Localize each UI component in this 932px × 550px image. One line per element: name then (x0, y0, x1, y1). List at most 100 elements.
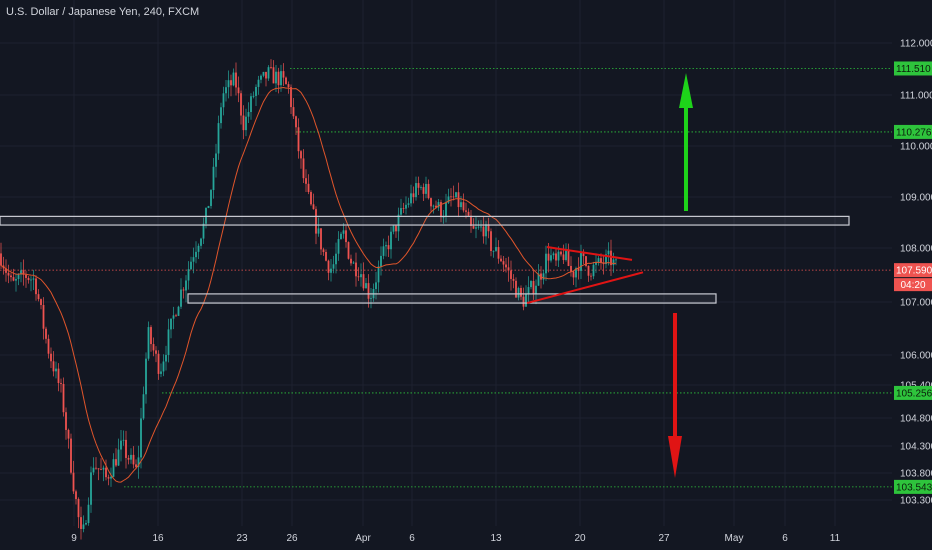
candle-body (82, 524, 85, 529)
y-tick-label: 103.800 (900, 469, 932, 480)
candle-body (255, 86, 257, 96)
candle-body (425, 183, 427, 194)
candle-body (355, 262, 357, 277)
candle-body (337, 239, 340, 254)
candle-body (407, 203, 410, 205)
candle-body (155, 350, 157, 354)
candle-body (65, 412, 67, 430)
candle-body (487, 224, 490, 232)
candle-body (67, 429, 70, 439)
candle-body (472, 225, 475, 229)
candle-body (535, 285, 537, 295)
candle-body (360, 274, 362, 278)
candle-body (310, 192, 312, 205)
candle-body (45, 328, 47, 339)
candle-body (547, 253, 550, 261)
candle-body (240, 93, 242, 116)
candle-body (545, 253, 547, 274)
drawings (526, 73, 693, 478)
x-tick-label: 20 (574, 533, 586, 544)
candle-body (32, 278, 35, 280)
arrow-down-head (668, 436, 682, 478)
candle-body (252, 95, 255, 97)
candle-body (500, 258, 502, 262)
candle-body (492, 250, 495, 252)
candle-body (420, 187, 422, 188)
candle-body (142, 394, 145, 419)
candle-body (452, 196, 455, 198)
candle-body (235, 72, 237, 88)
candle-body (55, 368, 57, 372)
candle-body (287, 84, 290, 88)
candle-body (445, 202, 447, 217)
candle-body (412, 193, 415, 198)
x-tick-label: 11 (830, 533, 841, 544)
candle-body (347, 242, 350, 259)
candle-body (52, 361, 55, 372)
candle-body (227, 80, 230, 88)
candle-body (132, 454, 135, 465)
candle-body (167, 329, 170, 355)
candle-body (90, 472, 92, 505)
candle-body (60, 383, 62, 384)
candle-body (567, 249, 570, 266)
candle-body (555, 253, 557, 261)
candle-body (262, 71, 265, 76)
candle-body (297, 127, 300, 152)
candle-body (215, 153, 217, 167)
candle-body (35, 278, 37, 295)
candle-body (210, 190, 212, 206)
candle-body (102, 467, 105, 470)
candle-body (147, 327, 150, 359)
candle-body (382, 246, 385, 256)
candle-body (212, 166, 215, 191)
candle-body (600, 258, 602, 263)
candle-body (130, 454, 132, 460)
candle-body (475, 227, 477, 229)
candle-body (22, 270, 25, 275)
candle-body (460, 202, 462, 208)
candle-body (342, 230, 345, 234)
price-level-label: 107.590 (896, 266, 932, 277)
candle-body (125, 439, 127, 458)
candle-body (450, 196, 452, 198)
candle-body (427, 183, 430, 199)
candle-body (395, 225, 397, 232)
candle-body (152, 344, 155, 351)
candle-body (520, 288, 522, 297)
x-tick-label: 26 (286, 533, 298, 544)
candle-body (530, 281, 532, 288)
candle-body (175, 315, 177, 317)
candle-body (292, 107, 295, 117)
candle-body (170, 318, 172, 330)
candle-body (42, 305, 45, 329)
candle-body (570, 265, 572, 272)
candle-body (20, 270, 22, 275)
candle-body (322, 249, 325, 253)
y-tick-label: 107.000 (900, 298, 932, 309)
candle-body (387, 245, 390, 250)
candle-body (350, 258, 352, 264)
candle-body (592, 264, 595, 277)
candle-body (197, 245, 200, 252)
candle-body (522, 296, 525, 307)
x-tick-label: 27 (658, 533, 670, 544)
candle-body (577, 268, 580, 271)
x-tick-label: 6 (782, 533, 788, 544)
candle-body (402, 208, 405, 209)
candle-body (432, 205, 435, 207)
price-level-tag (894, 124, 932, 139)
candle-body (137, 457, 140, 467)
y-tick-label: 112.000 (900, 39, 932, 50)
candle-body (187, 269, 190, 281)
candle-body (330, 268, 332, 273)
candle-body (615, 259, 617, 261)
candle-body (302, 158, 305, 179)
candle-body (490, 231, 492, 252)
candle-body (220, 107, 222, 124)
y-tick-label: 111.000 (900, 91, 932, 102)
candle-body (250, 96, 252, 113)
candle-body (282, 71, 285, 78)
candle-body (305, 178, 307, 184)
price-levels (0, 68, 892, 488)
